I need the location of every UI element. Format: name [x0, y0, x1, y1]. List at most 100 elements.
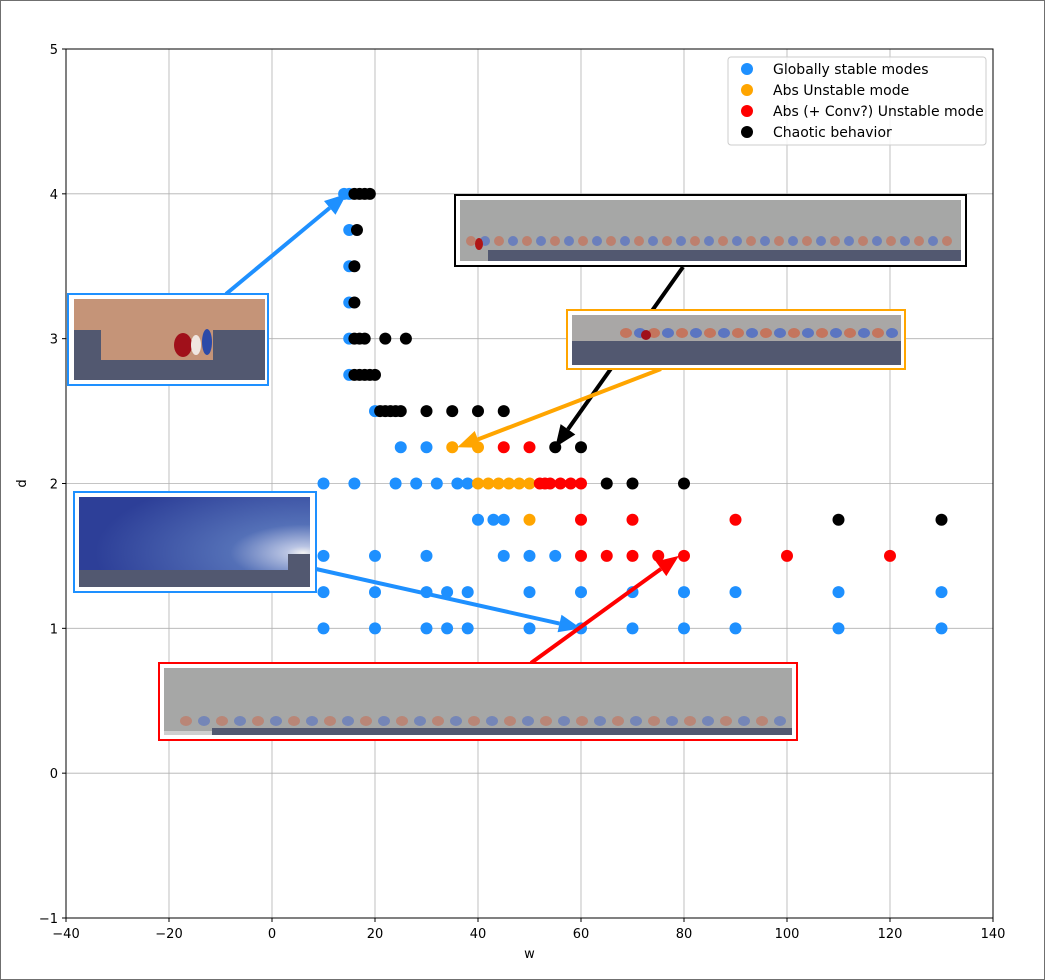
data-point — [600, 477, 613, 490]
legend-box — [727, 56, 987, 146]
data-point — [575, 586, 587, 599]
data-point — [544, 477, 557, 490]
legend-marker — [741, 105, 753, 117]
data-point — [482, 477, 495, 490]
data-point — [389, 477, 402, 490]
data-point — [575, 441, 587, 454]
data-point — [446, 405, 459, 418]
data-point — [441, 586, 454, 599]
data-point — [394, 441, 407, 454]
arrow-abs-unstable — [457, 367, 662, 448]
data-point — [410, 477, 423, 490]
data-point — [451, 477, 464, 490]
data-point — [729, 586, 742, 599]
data-point — [884, 549, 896, 562]
data-point — [379, 332, 392, 345]
legend-label: Chaotic behavior — [773, 125, 892, 141]
data-point — [497, 513, 510, 526]
axes: −40 −20 0 20 40 60 80 100 120 140 −1 0 1 2 3 4 5 w d — [15, 43, 1005, 962]
data-point — [472, 513, 484, 526]
data-point — [935, 586, 948, 599]
x-tick-label: 100 — [775, 927, 800, 942]
data-point — [358, 332, 371, 345]
data-point — [678, 622, 690, 635]
data-point — [729, 622, 742, 635]
data-point — [626, 513, 639, 526]
data-point — [420, 622, 433, 635]
data-point — [832, 586, 845, 599]
data-point — [575, 513, 587, 526]
data-point — [497, 549, 510, 562]
data-point — [369, 549, 381, 562]
arrow-stable-step — [315, 567, 581, 633]
x-tick-label: 80 — [676, 927, 693, 942]
annotation-insets — [67, 194, 967, 741]
data-point — [317, 586, 330, 599]
data-point — [513, 477, 526, 490]
x-tick-label: 40 — [470, 927, 487, 942]
data-point — [317, 549, 330, 562]
data-point — [600, 549, 613, 562]
data-point — [420, 549, 433, 562]
legend-marker — [741, 84, 753, 96]
data-point — [935, 622, 948, 635]
data-point — [363, 187, 376, 200]
data-point — [502, 477, 515, 490]
data-point — [523, 441, 536, 454]
inset-stable-cavity — [67, 293, 269, 386]
data-point — [935, 513, 948, 526]
data-point — [369, 622, 381, 635]
data-point — [487, 513, 500, 526]
data-point — [472, 405, 484, 418]
data-point — [678, 477, 690, 490]
data-point — [348, 260, 361, 273]
data-point — [575, 477, 587, 490]
legend-label: Abs (+ Conv?) Unstable mode — [773, 104, 984, 120]
data-point — [348, 296, 361, 309]
data-point — [781, 549, 793, 562]
inset-conv-unstable — [158, 662, 798, 741]
data-point — [441, 622, 454, 635]
data-point — [461, 622, 474, 635]
data-point — [461, 477, 474, 490]
data-point — [575, 549, 587, 562]
legend-label: Abs Unstable mode — [773, 83, 909, 99]
data-point — [832, 513, 845, 526]
x-tick-label: −20 — [155, 927, 182, 942]
data-point — [626, 549, 639, 562]
data-points — [317, 187, 948, 635]
data-point — [564, 477, 577, 490]
data-point — [729, 513, 742, 526]
data-point — [369, 368, 381, 381]
arrow-stable-cavity — [224, 193, 347, 296]
data-point — [832, 622, 845, 635]
data-point — [348, 477, 361, 490]
inset-stable-step — [73, 491, 317, 593]
data-point — [350, 224, 363, 237]
data-point — [461, 586, 474, 599]
data-point — [492, 477, 505, 490]
data-point — [317, 622, 330, 635]
legend-label: Globally stable modes — [773, 62, 928, 78]
data-point — [472, 477, 484, 490]
legend: Globally stable modes Abs Unstable mode Ab… — [727, 56, 987, 146]
x-tick-label: 20 — [367, 927, 384, 942]
data-point — [399, 332, 412, 345]
y-tick-label: 5 — [50, 43, 58, 58]
data-point — [369, 586, 381, 599]
x-tick-label: 0 — [268, 927, 276, 942]
data-point — [446, 441, 459, 454]
data-point — [626, 622, 639, 635]
data-point — [394, 405, 407, 418]
data-point — [430, 477, 443, 490]
data-point — [497, 441, 510, 454]
legend-marker — [741, 126, 753, 138]
inset-abs-unstable — [566, 309, 906, 370]
data-point — [523, 549, 536, 562]
legend-marker — [741, 63, 753, 75]
data-point — [497, 405, 510, 418]
y-tick-label: 0 — [50, 767, 58, 782]
data-point — [549, 549, 562, 562]
